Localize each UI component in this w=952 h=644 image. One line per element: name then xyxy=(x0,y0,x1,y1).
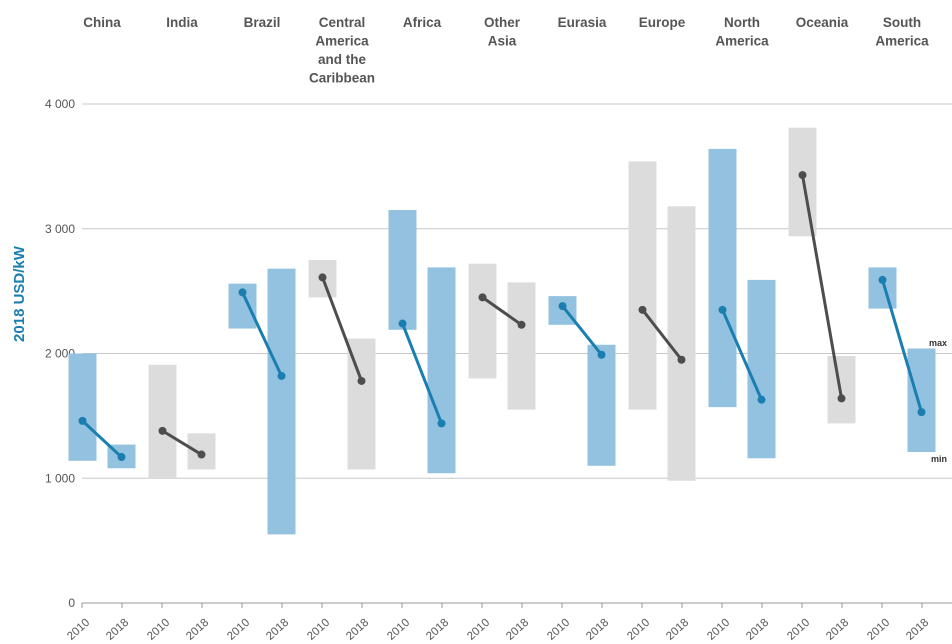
data-point xyxy=(478,293,487,302)
x-tick-label: 2018 xyxy=(184,617,211,643)
range-bar xyxy=(427,267,456,474)
y-tick-label: 4 000 xyxy=(45,97,75,111)
x-tick-label: 2018 xyxy=(824,617,851,643)
data-point xyxy=(917,408,926,417)
region-label: India xyxy=(166,15,198,30)
range-bar xyxy=(827,355,856,424)
data-point xyxy=(357,376,366,385)
x-tick-label: 2010 xyxy=(225,617,252,643)
range-bars xyxy=(68,127,936,535)
x-tick-label: 2010 xyxy=(785,617,812,643)
trend-line xyxy=(321,276,363,382)
range-bar xyxy=(587,344,616,466)
x-tick-label: 2018 xyxy=(104,617,131,643)
region-label: Europe xyxy=(639,15,686,30)
range-bar xyxy=(747,279,776,459)
y-axis-label: 2018 USD/kW xyxy=(11,245,28,342)
trend-line xyxy=(481,296,523,327)
trend-line xyxy=(561,305,603,356)
x-tick-label: 2018 xyxy=(664,617,691,643)
y-tick-label: 3 000 xyxy=(45,222,75,236)
region-label: North America xyxy=(715,15,769,49)
x-tick-label: 2018 xyxy=(904,617,931,643)
trend-line xyxy=(721,309,763,401)
range-bar xyxy=(868,267,897,309)
trend-line xyxy=(881,279,923,413)
trend-line xyxy=(241,291,283,377)
region-label: Brazil xyxy=(244,15,281,30)
y-tick-label: 1 000 xyxy=(45,471,75,485)
trend-line xyxy=(801,174,843,399)
range-bar xyxy=(148,364,177,479)
trend-line xyxy=(161,429,203,456)
range-bar xyxy=(667,206,696,481)
region-label: Oceania xyxy=(796,15,849,30)
max-annotation: max xyxy=(929,338,947,348)
x-tick-label: 2018 xyxy=(504,617,531,643)
range-bar xyxy=(628,161,657,410)
data-point xyxy=(677,355,686,364)
x-tick-label: 2010 xyxy=(465,617,492,643)
x-tick-label: 2010 xyxy=(705,617,732,643)
range-bar xyxy=(388,210,417,330)
x-tick-label: 2010 xyxy=(145,617,172,643)
data-point xyxy=(197,450,206,459)
data-point xyxy=(398,319,407,328)
data-point xyxy=(798,171,807,180)
data-point xyxy=(78,416,87,425)
range-bar xyxy=(468,263,497,379)
trend-line xyxy=(81,419,123,459)
y-tick-label: 2 000 xyxy=(45,347,75,361)
data-point xyxy=(757,395,766,404)
data-point xyxy=(117,453,126,462)
x-tick-label: 2018 xyxy=(584,617,611,643)
range-bar xyxy=(907,348,936,453)
x-tick-label: 2010 xyxy=(65,617,92,643)
region-labels: China India Brazil Central America and the Car… xyxy=(83,15,929,86)
min-annotation: min xyxy=(931,454,947,464)
data-point xyxy=(277,371,286,380)
x-tick-label: 2018 xyxy=(424,617,451,643)
x-tick-label: 2018 xyxy=(264,617,291,643)
trend-line xyxy=(401,323,443,424)
y-axis-ticks: 0 1 000 2 000 3 000 4 000 xyxy=(45,97,75,610)
x-tick-label: 2018 xyxy=(744,617,771,643)
data-point xyxy=(597,350,606,359)
data-point xyxy=(638,305,647,314)
y-tick-label: 0 xyxy=(68,596,75,610)
x-tick-label: 2010 xyxy=(385,617,412,643)
data-point xyxy=(878,275,887,284)
range-bar xyxy=(507,282,536,410)
data-point xyxy=(437,419,446,428)
data-point xyxy=(318,273,327,282)
trend-lines xyxy=(78,171,926,462)
x-tick-label: 2010 xyxy=(545,617,572,643)
data-point xyxy=(158,426,167,435)
x-tick-label: 2010 xyxy=(625,617,652,643)
data-point xyxy=(238,288,247,297)
data-point xyxy=(837,394,846,403)
data-point xyxy=(517,320,526,329)
x-tick-label: 2010 xyxy=(305,617,332,643)
trend-line xyxy=(641,308,683,361)
range-bar xyxy=(68,353,97,461)
data-point xyxy=(718,305,727,314)
region-label: Africa xyxy=(403,15,442,30)
x-tick-label: 2010 xyxy=(865,617,892,643)
data-point xyxy=(558,302,567,311)
x-tick-label: 2018 xyxy=(344,617,371,643)
region-label: Other Asia xyxy=(484,15,521,49)
x-axis-labels: 2010 2018 2010 2018 2010 2018 2010 2018 2010 2018… xyxy=(65,617,931,643)
range-bar xyxy=(267,268,296,535)
range-bar xyxy=(708,148,737,408)
region-label: China xyxy=(83,15,121,30)
region-label: South America xyxy=(875,15,929,49)
region-label: Eurasia xyxy=(558,15,607,30)
region-label: Central America and the Caribbean xyxy=(309,15,375,86)
